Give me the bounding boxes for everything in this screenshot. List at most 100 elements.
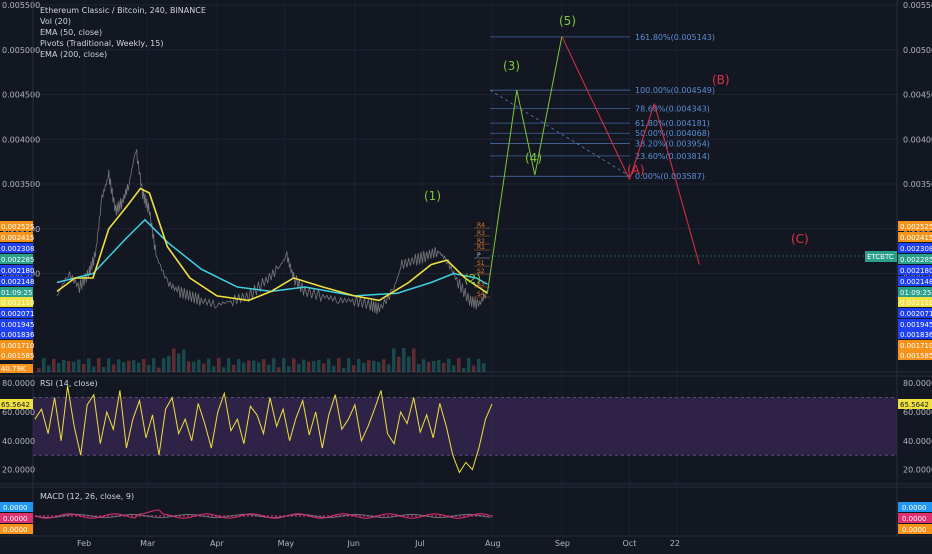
- volume-bar: [252, 360, 256, 372]
- price-badge-left: [0, 329, 33, 339]
- volume-bar: [292, 358, 296, 372]
- macd-histogram-bar: [459, 515, 461, 517]
- macd-histogram-bar: [51, 515, 53, 517]
- price-badge-right-text: 01:09:25: [900, 289, 931, 297]
- macd-histogram-bar: [99, 515, 101, 517]
- fib-level-label: 78.60%(0.004343): [635, 105, 710, 114]
- macd-histogram-bar: [335, 515, 337, 517]
- legend-ema50[interactable]: EMA (50, close): [40, 28, 103, 37]
- volume-bar: [447, 358, 451, 372]
- macd-histogram-bar: [139, 515, 141, 517]
- macd-histogram-bar: [107, 515, 109, 517]
- price-badge-right-text: 0.002148: [900, 278, 932, 286]
- macd-badge-left-text: 0.0000: [3, 515, 28, 523]
- volume-bar: [147, 365, 151, 372]
- macd-histogram-bar: [243, 515, 245, 517]
- legend-ema200[interactable]: EMA (200, close): [40, 50, 108, 59]
- indicator-legend: Ethereum Classic / Bitcoin, 240, BINANCE…: [40, 5, 206, 60]
- wave-label: (C): [791, 232, 809, 246]
- time-tick: Sep: [555, 539, 570, 548]
- volume-bar: [237, 359, 241, 372]
- rsi-tick-right: 40.0000: [903, 437, 932, 446]
- price-tick-left: 0.004500: [2, 91, 40, 100]
- macd-histogram-bar: [491, 515, 493, 517]
- volume-bar: [197, 359, 201, 372]
- price-tick-right: 0.005000: [903, 46, 932, 55]
- chart-title[interactable]: Ethereum Classic / Bitcoin, 240, BINANCE: [40, 6, 206, 15]
- symbol-badge-text: ETCBTC: [867, 253, 894, 261]
- volume-bar: [322, 363, 326, 372]
- price-badge-right: [898, 329, 932, 339]
- macd-histogram-bar: [247, 515, 249, 517]
- wave-label: (B): [712, 73, 730, 87]
- volume-bar: [187, 361, 191, 372]
- pivot-label: S2: [477, 268, 485, 275]
- price-badge-left: [0, 232, 33, 242]
- macd-histogram-bar: [299, 515, 301, 517]
- macd-histogram-bar: [319, 515, 321, 517]
- price-badge-left-text: 0.001585: [1, 352, 34, 360]
- volume-bar: [122, 362, 126, 372]
- price-badge-right-text: 0.002415: [900, 234, 932, 242]
- rsi-badge-right: [898, 398, 932, 409]
- pivot-label: S1: [477, 260, 485, 267]
- volume-bar: [172, 348, 176, 372]
- legend-pivots[interactable]: Pivots (Traditional, Weekly, 15): [40, 39, 164, 48]
- price-badge-right-text: 0.002180: [900, 267, 932, 275]
- macd-histogram-bar: [87, 515, 89, 517]
- time-tick: Jul: [414, 539, 425, 548]
- volume-bar: [457, 358, 461, 372]
- price-badge-right-text: 0.002110: [900, 299, 932, 307]
- price-badge-right-text: 0.002071: [900, 310, 932, 318]
- macd-histogram-bar: [411, 515, 413, 517]
- macd-histogram-bar: [135, 515, 137, 517]
- fib-level-label: 23.60%(0.003814): [635, 152, 710, 161]
- time-tick: Apr: [210, 539, 225, 548]
- macd-histogram-bar: [463, 515, 465, 517]
- macd-badge-right: [898, 502, 932, 512]
- price-badge-right: [898, 287, 932, 297]
- volume-bar: [387, 364, 391, 372]
- volume-bar: [132, 360, 136, 372]
- price-badge-right: [898, 221, 932, 231]
- volume-bar: [232, 364, 236, 372]
- pivot-label: R3: [477, 230, 485, 237]
- volume-bar: [52, 358, 56, 372]
- time-tick: Jun: [346, 539, 360, 548]
- macd-histogram-bar: [59, 515, 61, 517]
- volume-bar: [427, 361, 431, 372]
- macd-histogram-bar: [271, 515, 273, 517]
- price-badge-left-text: 0.002180: [1, 267, 34, 275]
- price-badge-right: [898, 243, 932, 253]
- macd-histogram-bar: [151, 515, 153, 517]
- rsi-badge-left: [0, 398, 33, 409]
- macd-badge-left: [0, 524, 33, 534]
- macd-histogram-bar: [47, 515, 49, 517]
- macd-histogram-bar: [67, 515, 69, 517]
- legend-vol[interactable]: Vol (20): [40, 17, 71, 26]
- price-badge-left: [0, 276, 33, 286]
- price-badge-left-text: 0.002110: [1, 299, 34, 307]
- time-tick: Oct: [623, 539, 637, 548]
- macd-histogram-bar: [159, 515, 161, 517]
- macd-line: [34, 509, 492, 519]
- time-tick: 22: [670, 539, 680, 548]
- macd-badge-right-text: 0.0000: [902, 504, 927, 512]
- volume-bar: [242, 362, 246, 372]
- wave-segment: [561, 36, 630, 180]
- macd-histogram-bar: [187, 515, 189, 517]
- macd-histogram-bar: [207, 515, 209, 517]
- time-tick: Aug: [485, 539, 501, 548]
- volume-bar: [352, 365, 356, 372]
- macd-histogram-bar: [111, 515, 113, 517]
- macd-histogram-bar: [431, 515, 433, 517]
- volume-bar: [162, 358, 166, 372]
- rsi-badge-left-text: 65.5642: [1, 401, 30, 409]
- volume-bar: [357, 358, 361, 372]
- price-badge-right-text: 0.002308: [900, 245, 932, 253]
- volume-bar: [372, 360, 376, 372]
- price-badge-right: [898, 350, 932, 360]
- volume-bar: [367, 360, 371, 372]
